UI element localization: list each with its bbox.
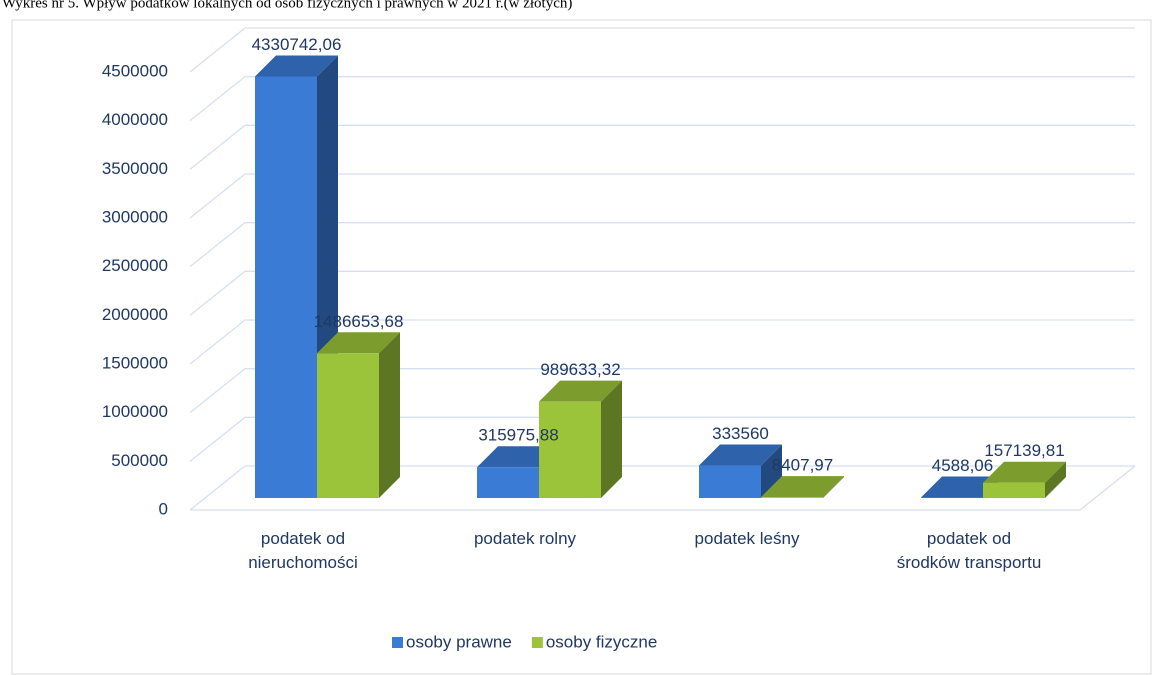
grid-line bbox=[189, 465, 1135, 511]
chart-frame bbox=[11, 19, 1152, 675]
grid-line bbox=[189, 368, 1135, 414]
bar-side bbox=[761, 444, 782, 498]
grid-line bbox=[189, 76, 1135, 122]
bar-top bbox=[317, 332, 400, 354]
bar bbox=[983, 482, 1045, 498]
y-tick-label: 3000000 bbox=[102, 207, 168, 226]
bar bbox=[699, 465, 761, 498]
data-label: 1486653,68 bbox=[314, 312, 404, 331]
x-tick-label-box: podatek leśny bbox=[694, 529, 800, 548]
data-label: 333560 bbox=[712, 424, 769, 443]
floor-edge bbox=[190, 465, 1136, 511]
y-tick-label: 3500000 bbox=[102, 159, 168, 178]
y-tick-label: 0 bbox=[159, 499, 168, 518]
y-tick-label: 2500000 bbox=[102, 256, 168, 275]
grid-line bbox=[189, 27, 1135, 73]
x-tick-label-box: podatek od nieruchomości bbox=[248, 529, 358, 572]
data-label: 989633,32 bbox=[540, 360, 620, 379]
x-tick-label-box: podatek od środków transportu bbox=[896, 529, 1042, 572]
x-tick-label: podatek rolny bbox=[473, 529, 577, 548]
data-label: 315975,88 bbox=[478, 426, 558, 445]
bar-side bbox=[823, 476, 844, 498]
x-tick-label: podatek od środków transportu bbox=[896, 529, 1042, 572]
data-label: 8407,97 bbox=[772, 456, 833, 475]
x-tick-label: podatek od nieruchomości bbox=[248, 529, 358, 572]
bar-top bbox=[761, 476, 844, 498]
legend-label: osoby prawne bbox=[406, 632, 512, 651]
grid-line bbox=[189, 124, 1135, 170]
y-tick-label: 2000000 bbox=[102, 305, 168, 324]
x-tick-label: podatek leśny bbox=[694, 529, 800, 548]
legend-label: osoby fizyczne bbox=[546, 632, 658, 651]
bar-side bbox=[1045, 461, 1066, 498]
grid-line bbox=[189, 319, 1135, 365]
bar bbox=[761, 497, 823, 498]
bar-top bbox=[255, 55, 338, 77]
x-tick-label-box: podatek rolny bbox=[473, 529, 577, 548]
y-tick-label: 4000000 bbox=[102, 110, 168, 129]
bar-side bbox=[601, 380, 622, 498]
data-label: 4588,06 bbox=[932, 456, 993, 475]
bar-top bbox=[983, 461, 1066, 483]
bar bbox=[477, 467, 539, 498]
grid-line bbox=[189, 416, 1135, 462]
y-tick-label: 1500000 bbox=[102, 353, 168, 372]
data-label: 157139,81 bbox=[984, 441, 1064, 460]
legend-swatch bbox=[392, 637, 403, 648]
y-tick-label: 500000 bbox=[111, 451, 168, 470]
grid-line bbox=[189, 222, 1135, 268]
grid-line bbox=[189, 173, 1135, 219]
y-tick-label: 1000000 bbox=[102, 402, 168, 421]
bar-top bbox=[539, 380, 622, 402]
bar bbox=[255, 76, 317, 499]
y-tick-label: 4500000 bbox=[102, 61, 168, 80]
chart-title: Wykres nr 5. Wpływ podatków lokalnych od… bbox=[2, 0, 572, 11]
bar bbox=[317, 353, 379, 498]
data-label: 4330742,06 bbox=[252, 35, 342, 54]
legend-swatch bbox=[531, 637, 543, 648]
bar bbox=[539, 401, 601, 498]
bar-side bbox=[379, 332, 400, 498]
grid-line bbox=[189, 270, 1135, 316]
bar-top bbox=[699, 444, 782, 466]
